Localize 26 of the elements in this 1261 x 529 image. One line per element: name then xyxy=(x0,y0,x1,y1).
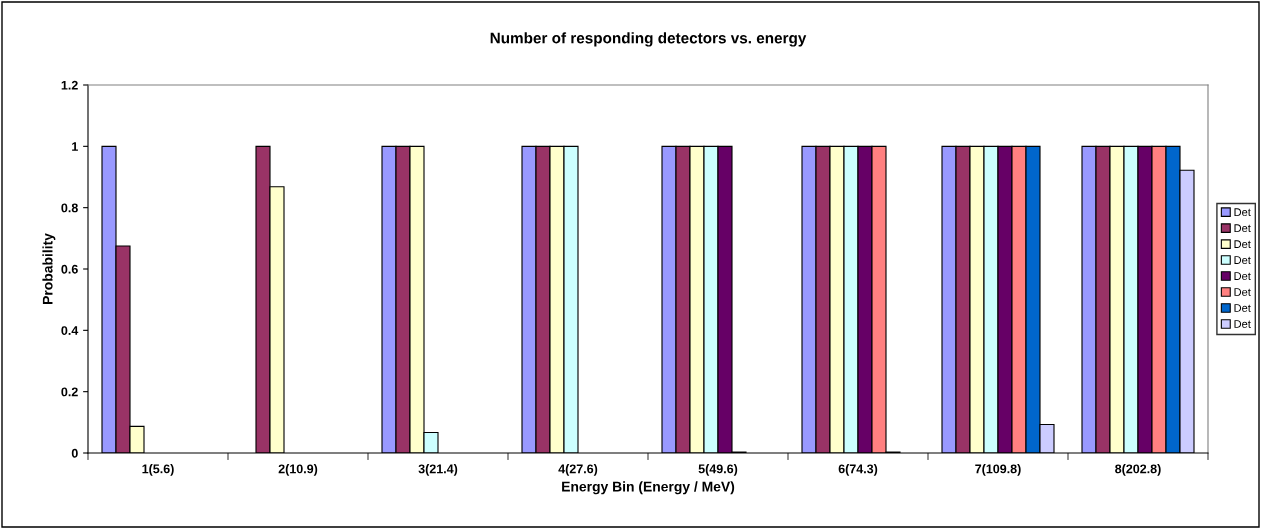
x-tick-label: 2(10.9) xyxy=(278,464,318,476)
x-tick-label: 4(27.6) xyxy=(558,464,598,476)
x-tick-label: 5(49.6) xyxy=(698,464,738,476)
y-tick-label: 1.2 xyxy=(61,80,78,90)
x-tick-label: 1(5.6) xyxy=(142,464,174,476)
y-tick-label: 0.2 xyxy=(61,387,78,397)
legend-label: Det xyxy=(1234,272,1251,280)
x-tick-label: 3(21.4) xyxy=(418,464,458,476)
y-tick-label: 0.6 xyxy=(61,264,78,274)
legend-label: Det xyxy=(1234,288,1251,296)
x-axis-title: Energy Bin (Energy / MeV) xyxy=(562,481,735,495)
legend-label: Det xyxy=(1234,304,1251,312)
y-axis-title: Probability xyxy=(42,233,56,304)
y-tick-label: 0.4 xyxy=(61,326,79,335)
x-tick-label: 7(109.8) xyxy=(975,464,1021,476)
y-tick-label: 0 xyxy=(71,448,78,458)
legend-label: Det xyxy=(1234,320,1251,328)
chart-title: Number of responding detectors vs. energy xyxy=(490,32,807,47)
x-tick-label: 6(74.3) xyxy=(838,464,878,476)
x-tick-label: 8(202.8) xyxy=(1115,464,1161,476)
y-tick-label: 1 xyxy=(72,142,78,151)
legend-label: Det xyxy=(1234,208,1251,217)
legend-label: Det xyxy=(1234,256,1251,265)
legend-label: Det xyxy=(1234,240,1251,249)
legend-label: Det xyxy=(1234,224,1251,233)
y-tick-label: 0.8 xyxy=(61,203,78,213)
